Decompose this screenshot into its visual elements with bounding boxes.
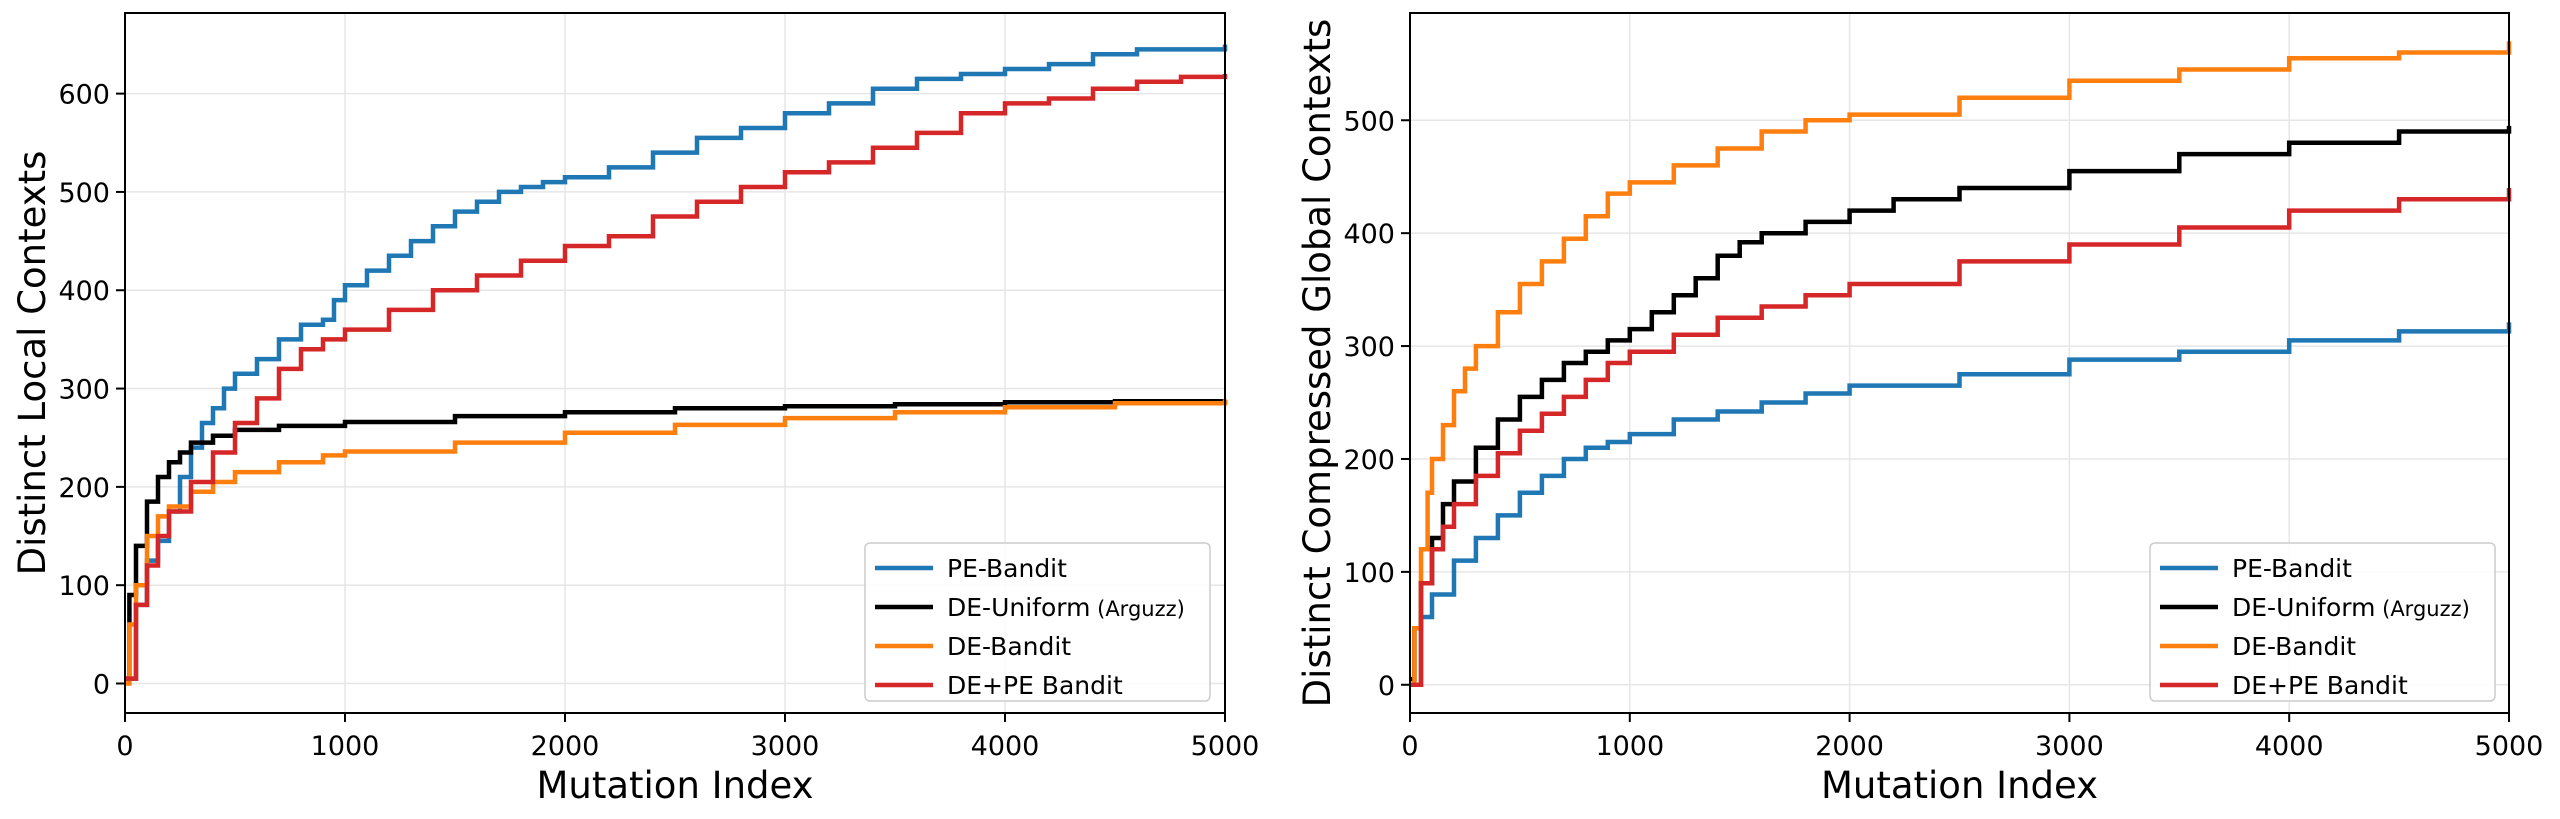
series-line-pe-bandit [125, 44, 1228, 681]
x-tick-label: 5000 [2475, 731, 2544, 762]
compressed-global-contexts-chart: 0 1000 2000 3000 4000 5000 0 100 200 300 400 500 M… [1296, 12, 2543, 807]
legend-label-de-bandit: DE-Bandit [947, 632, 1071, 661]
legend: PE-Bandit DE-Uniform (Arguzz) DE-Bandit DE+… [2149, 542, 2496, 702]
y-tick-label: 0 [93, 670, 110, 701]
series-line-de-bandit [1410, 41, 2512, 688]
x-tick-label: 5000 [1191, 731, 1260, 762]
grid-lines [124, 13, 1226, 713]
y-axis-ticks: 0 100 200 300 400 500 600 [58, 80, 125, 701]
x-tick-label: 4000 [2255, 731, 2324, 762]
series-line-de-pe-bandit [1410, 188, 2512, 688]
legend-label-pe-bandit: PE-Bandit [2232, 554, 2352, 583]
y-tick-label: 200 [58, 473, 110, 504]
x-axis-label: Mutation Index [1821, 764, 2098, 807]
x-tick-label: 4000 [971, 731, 1040, 762]
x-tick-label: 3000 [2035, 731, 2104, 762]
series-lines [1410, 41, 2512, 688]
y-axis-ticks: 0 100 200 300 400 500 [1343, 106, 1410, 702]
x-tick-label: 2000 [1815, 731, 1884, 762]
y-tick-label: 300 [58, 375, 110, 406]
x-tick-label: 3000 [751, 731, 820, 762]
y-tick-label: 200 [1343, 445, 1395, 476]
y-tick-label: 500 [58, 178, 110, 209]
x-tick-label: 0 [116, 731, 133, 762]
y-tick-label: 100 [1343, 558, 1395, 589]
series-line-pe-bandit [1410, 322, 2512, 688]
x-tick-label: 1000 [311, 731, 380, 762]
legend-label-de-uniform: DE-Uniform (Arguzz) [947, 593, 1185, 622]
legend-label-de-bandit: DE-Bandit [2232, 632, 2356, 661]
series-line-de-bandit [125, 399, 1228, 686]
x-axis-label: Mutation Index [536, 764, 813, 807]
x-tick-label: 2000 [531, 731, 600, 762]
series-line-de-pe-bandit [125, 74, 1228, 681]
y-tick-label: 600 [58, 80, 110, 111]
legend-box [2149, 542, 2496, 702]
series-line-de-uniform [125, 399, 1228, 681]
series-line-de-uniform [1410, 125, 2512, 682]
legend: PE-Bandit DE-Uniform (Arguzz) DE-Bandit DE+… [864, 542, 1211, 702]
legend-label-de-pe-bandit: DE+PE Bandit [947, 671, 1123, 700]
y-tick-label: 300 [1343, 332, 1395, 363]
x-axis-ticks: 0 1000 2000 3000 4000 5000 [1401, 713, 2543, 762]
y-tick-label: 0 [1378, 671, 1395, 702]
plot-frame [124, 12, 1226, 714]
legend-label-de-pe-bandit: DE+PE Bandit [2232, 671, 2408, 700]
legend-label-de-uniform: DE-Uniform (Arguzz) [2232, 593, 2470, 622]
y-axis-label: Distinct Compressed Global Contexts [1296, 19, 1339, 708]
y-tick-label: 400 [58, 276, 110, 307]
x-tick-label: 0 [1401, 731, 1418, 762]
y-axis-label: Distinct Local Contexts [11, 151, 54, 576]
plot-frame [1409, 12, 2510, 714]
series-lines [125, 44, 1228, 686]
y-tick-label: 500 [1343, 106, 1395, 137]
legend-box [864, 542, 1211, 702]
y-tick-label: 100 [58, 571, 110, 602]
y-tick-label: 400 [1343, 219, 1395, 250]
local-contexts-chart: 0 1000 2000 3000 4000 5000 0 100 200 300 400 500 60… [11, 12, 1259, 807]
x-tick-label: 1000 [1595, 731, 1664, 762]
x-axis-ticks: 0 1000 2000 3000 4000 5000 [116, 713, 1259, 762]
legend-label-pe-bandit: PE-Bandit [947, 554, 1067, 583]
